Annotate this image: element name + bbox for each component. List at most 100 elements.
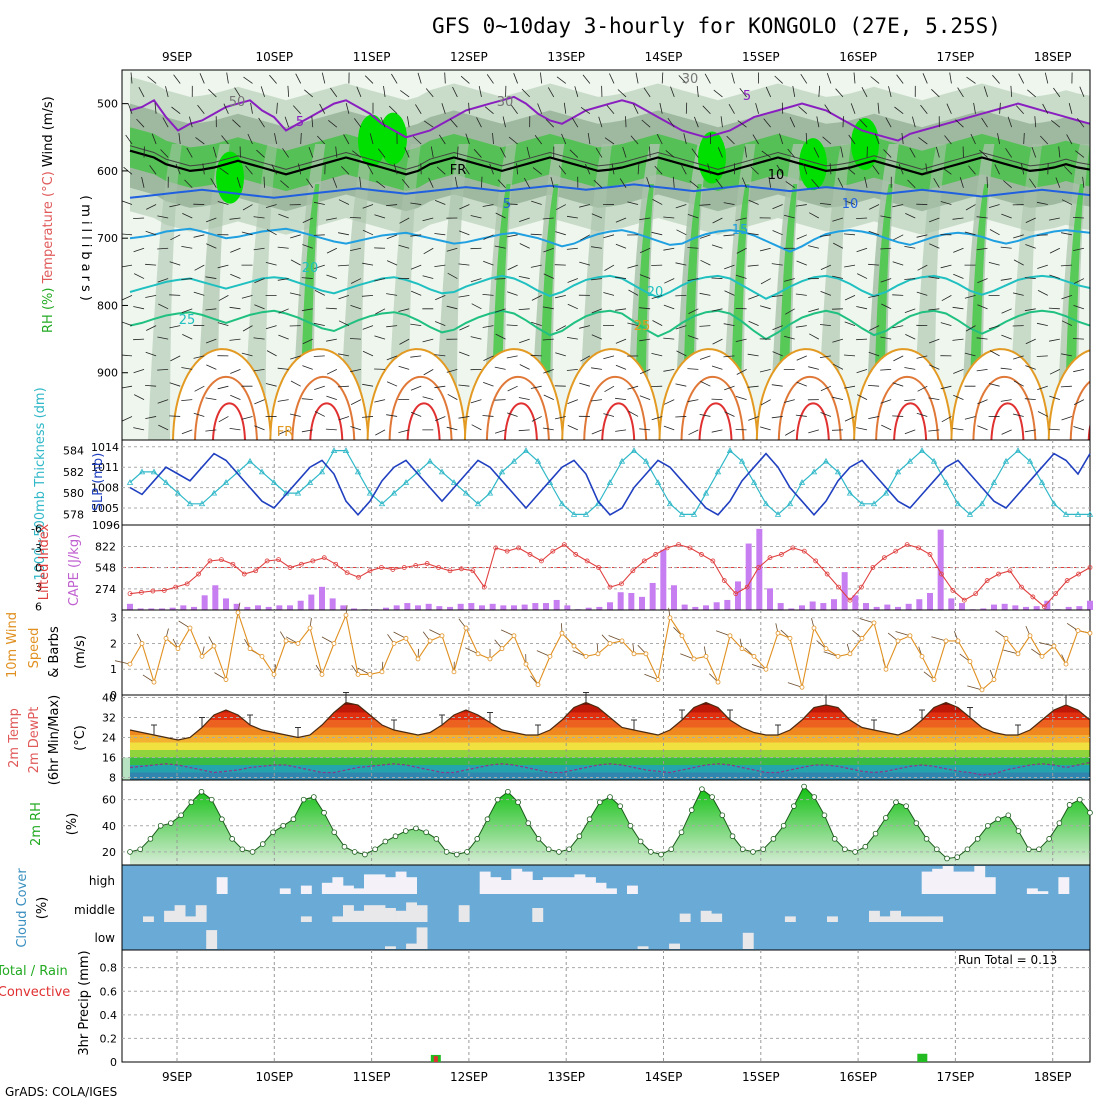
wind-barb (301, 429, 313, 433)
wind-barb (295, 73, 302, 84)
thickness-point (1026, 457, 1034, 464)
wind-barb (205, 276, 217, 279)
cape-bar (1033, 606, 1040, 610)
wind-barb (1000, 399, 1012, 402)
wind-barb (423, 120, 434, 128)
thickness-point (582, 511, 590, 517)
wind-barb (737, 120, 747, 128)
wind-barb (844, 200, 856, 205)
cloud-cover-bar (963, 871, 975, 894)
wind-barb (627, 201, 639, 205)
lifted-point (824, 571, 830, 577)
wind-barb (157, 399, 169, 404)
wind-barb (808, 429, 819, 434)
wind-barb (145, 263, 157, 266)
wind-barb (478, 86, 482, 97)
wind-barb (374, 399, 386, 403)
rh-point (811, 794, 818, 800)
wind-barb (362, 204, 374, 209)
wind-barb (1007, 116, 1013, 128)
wind-barb (566, 215, 578, 219)
rh-point (627, 822, 634, 829)
cloud-cover-bar (185, 916, 196, 922)
thickness-point (318, 468, 326, 475)
cloud-cover-bar (953, 871, 965, 894)
wind-barb (181, 308, 193, 313)
wind-barb (953, 273, 964, 279)
wind-barb-10m (680, 653, 695, 660)
wind-barb (988, 325, 1000, 330)
lifted-point (1087, 565, 1093, 570)
rh-point (270, 829, 276, 836)
wind-barb (670, 86, 675, 98)
wind-barb (567, 399, 578, 404)
wind-barb (377, 148, 386, 158)
wind-barb (687, 335, 699, 340)
rh-point (699, 786, 705, 792)
cape-bar (639, 596, 645, 610)
rh-point (944, 855, 950, 862)
wind-barb (210, 178, 217, 188)
rh-point (392, 833, 399, 840)
wind-barb (555, 204, 566, 211)
lifted-point (470, 568, 476, 574)
thickness-point (1062, 511, 1070, 517)
cape-bar (127, 603, 133, 610)
rh-point (341, 843, 348, 850)
ytick-label: 600 (97, 165, 118, 178)
wind-speed-point (859, 635, 865, 641)
wind-barb (169, 204, 181, 208)
wind-barb (711, 429, 723, 433)
wind-barb (627, 322, 639, 327)
wind-barb (760, 278, 771, 285)
contour-label: 30 (497, 95, 514, 110)
wind-barb (241, 352, 253, 357)
wind-speed-point (871, 620, 877, 626)
wind-barb (909, 147, 916, 158)
temp-contour-35 (309, 402, 344, 440)
rh-point (290, 816, 297, 823)
wind-barb (772, 325, 783, 331)
wind-barb (325, 307, 337, 310)
wind-barb (306, 178, 314, 188)
temp-contour-35 (795, 402, 830, 440)
precip-bar (917, 1053, 928, 1062)
wind-speed-point (391, 641, 397, 646)
wind-barb (832, 217, 844, 222)
wind-barb (280, 180, 289, 189)
wind-barb (1025, 217, 1036, 223)
wind-barb (243, 76, 253, 84)
wind-barb (350, 399, 362, 405)
lifted-point (619, 581, 624, 587)
lifted-point (539, 558, 544, 564)
wind-speed-point (559, 630, 565, 636)
wind-barb (748, 320, 759, 327)
wind-barb (410, 385, 422, 391)
wind-barb (277, 278, 289, 281)
cloud-cover-bar (606, 888, 617, 894)
rh-point (525, 820, 532, 826)
cloud-cover-bar (932, 868, 944, 894)
cape-bar (820, 603, 827, 610)
thickness-point (678, 511, 686, 517)
wind-barb (345, 103, 350, 114)
wind-barb (675, 204, 687, 209)
wind-barb (579, 325, 590, 329)
wind-speed-point (835, 653, 841, 659)
wind-barb (125, 134, 133, 145)
wind-barb (1049, 338, 1060, 342)
lifted-point (916, 545, 921, 551)
cloud-cover-bar (458, 905, 470, 922)
wind-barb-10m (859, 618, 875, 624)
wind-barb (772, 230, 783, 236)
wind-barb (931, 89, 940, 98)
wind-barb (1016, 105, 1024, 114)
rh-point (331, 829, 338, 836)
wind-barb (768, 176, 772, 188)
wind-barb (170, 234, 181, 241)
rh-point (780, 822, 787, 829)
cape-bar (521, 604, 528, 610)
wind-barb (494, 366, 506, 370)
wind-barb (157, 368, 169, 371)
wind-barb (410, 202, 422, 205)
